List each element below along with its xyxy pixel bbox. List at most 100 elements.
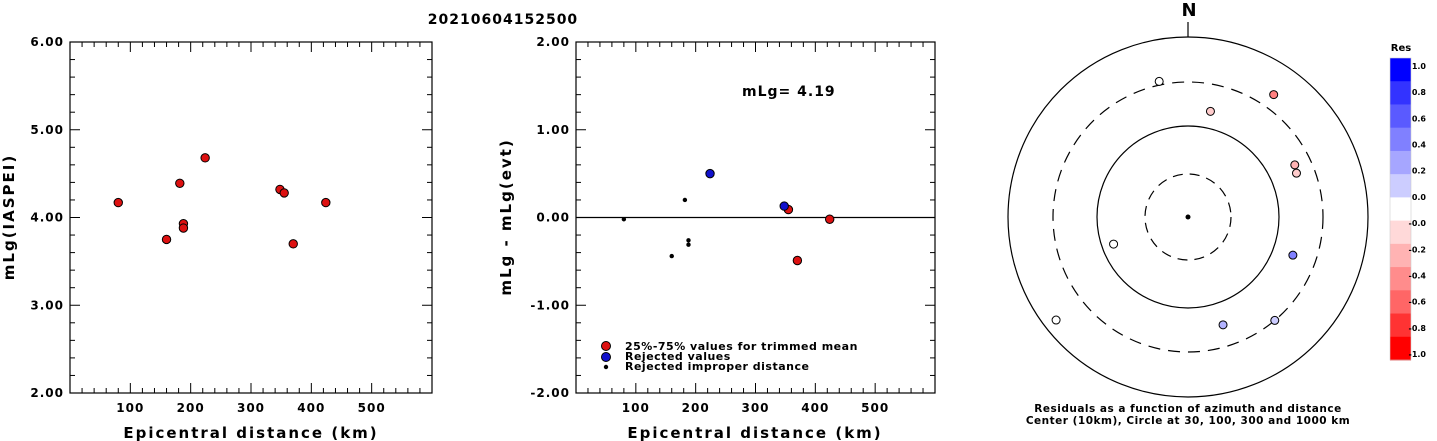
figure-title: 20210604152500: [428, 12, 578, 28]
data-point: [321, 197, 331, 208]
x-tick-label: 300: [237, 401, 265, 415]
x-tick-label: 100: [116, 401, 144, 415]
colorbar-segment: [1390, 267, 1411, 291]
x-tick-label: 500: [861, 401, 889, 415]
colorbar-title: Res: [1391, 43, 1411, 54]
station-marker: [1218, 320, 1228, 330]
colorbar-segment: [1390, 243, 1411, 268]
station-marker: [1290, 160, 1300, 170]
data-point: [161, 234, 172, 245]
data-point: [288, 239, 298, 249]
colorbar-segment: [1390, 197, 1411, 222]
x-axis-label: Epicentral distance (km): [123, 424, 378, 441]
caption-line-1: Residuals as a function of azimuth and d…: [1034, 403, 1341, 415]
y-tick-label: 6.00: [30, 35, 64, 49]
data-point: [824, 214, 835, 224]
colorbar-tick-label: -0.8: [1409, 324, 1427, 333]
data-point-improper-distance: [621, 217, 627, 222]
colorbar-tick-label: 0.0: [1412, 193, 1427, 202]
colorbar-tick-label: 0.4: [1412, 141, 1427, 150]
colorbar-segment: [1390, 58, 1411, 82]
x-tick-label: 200: [177, 401, 205, 415]
station-marker: [1288, 250, 1298, 260]
x-tick-label: 400: [297, 401, 325, 415]
colorbar-segment: [1390, 81, 1411, 105]
colorbar-tick-label: 1.0: [1412, 62, 1427, 71]
x-tick-label: 300: [741, 401, 769, 415]
station-marker: [1051, 315, 1061, 325]
data-point-improper-distance: [669, 253, 674, 259]
data-point: [113, 197, 123, 208]
x-axis-label: Epicentral distance (km): [627, 424, 882, 441]
circle-30km: [1144, 173, 1232, 261]
colorbar-frame: [1389, 57, 1412, 361]
y-tick-label: 2.00: [536, 35, 570, 49]
colorbar-tick-label: 0.2: [1412, 167, 1426, 176]
colorbar-segment: [1390, 174, 1411, 198]
colorbar-tick-label: -0.4: [1409, 271, 1427, 280]
legend-marker-trimmed: [601, 341, 611, 351]
mean-magnitude-annotation: mLg= 4.19: [742, 84, 836, 100]
station-marker: [1270, 315, 1280, 325]
station-marker: [1291, 168, 1301, 178]
plot-frame: [69, 41, 433, 394]
data-point: [178, 223, 189, 233]
center-marker: [1185, 214, 1191, 220]
circle-300km: [1052, 81, 1324, 353]
legend-marker-improper: [603, 364, 609, 370]
data-point-rejected: [705, 168, 715, 179]
legend-label-rejected: Rejected values: [625, 350, 731, 363]
legend-label-improper: Rejected improper distance: [625, 360, 809, 373]
residual-vs-distance-panel: 100 200 300 400 500 -2.00 -1.00 0.00 1.00 2.00 Ep…: [497, 35, 936, 441]
station-marker: [1109, 239, 1119, 249]
north-label: N: [1181, 0, 1196, 21]
circle-100km: [1096, 125, 1280, 309]
legend: 25%-75% values for trimmed mean Rejected…: [601, 340, 858, 373]
x-tick-label: 200: [682, 401, 710, 415]
colorbar: 1.0 0.8 0.6 0.4 0.2 0.0 -0.0 -0.2 -0.4 -0.6 -0.8 -1…: [1389, 57, 1427, 361]
legend-label-trimmed: 25%-75% values for trimmed mean: [625, 340, 858, 353]
y-tick-label: 4.00: [30, 211, 64, 225]
colorbar-tick-label: -0.2: [1409, 245, 1427, 254]
y-tick-label: 1.00: [536, 123, 570, 137]
outer-circle-1000km: [1007, 36, 1369, 398]
caption-line-2: Center (10km), Circle at 30, 100, 300 an…: [1026, 415, 1350, 427]
data-point-improper-distance: [686, 238, 691, 243]
y-tick-label: 2.00: [30, 386, 64, 400]
x-tick-label: 100: [622, 401, 650, 415]
data-point: [279, 188, 289, 198]
data-point: [792, 255, 803, 266]
colorbar-segment: [1390, 290, 1411, 315]
colorbar-tick-label: 0.8: [1412, 88, 1427, 97]
y-tick-label: -2.00: [530, 386, 570, 400]
legend-marker-rejected: [601, 352, 611, 362]
colorbar-segment: [1390, 336, 1411, 361]
colorbar-tick-label: 0.6: [1412, 114, 1427, 123]
azimuthal-residual-panel: N Residuals as a function of azimuth and…: [1007, 0, 1427, 427]
data-point: [175, 178, 185, 188]
y-axis-label: mLg - mLg(evt): [497, 138, 515, 295]
station-marker: [1154, 76, 1164, 86]
data-point-improper-distance: [686, 242, 691, 247]
colorbar-segment: [1390, 127, 1411, 152]
y-tick-label: -1.00: [530, 298, 570, 312]
y-tick-label: 5.00: [30, 123, 64, 137]
colorbar-tick-label: -0.0: [1409, 219, 1427, 228]
station-marker: [1269, 90, 1279, 100]
data-point: [200, 153, 210, 163]
colorbar-tick-label: -0.6: [1409, 298, 1427, 307]
y-axis-label: mLg(IASPEI): [0, 154, 18, 280]
x-tick-label: 500: [358, 401, 386, 415]
y-tick-label: 3.00: [30, 298, 64, 312]
colorbar-segment: [1390, 150, 1411, 175]
y-tick-label: 0.00: [536, 211, 570, 225]
magnitude-vs-distance-panel: 100 200 300 400 500 2.00 3.00 4.00 5.00 6.00 Epic…: [0, 35, 433, 441]
x-tick-label: 400: [801, 401, 829, 415]
station-marker: [1205, 106, 1215, 116]
data-point-improper-distance: [682, 197, 688, 203]
colorbar-tick-label: -1.0: [1409, 350, 1427, 359]
colorbar-segment: [1390, 313, 1411, 338]
data-point-rejected: [779, 201, 789, 211]
colorbar-segment: [1390, 220, 1411, 245]
